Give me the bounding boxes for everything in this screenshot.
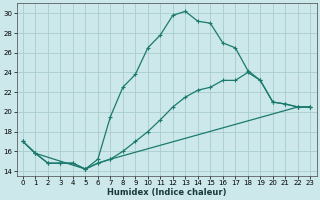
X-axis label: Humidex (Indice chaleur): Humidex (Indice chaleur) [107,188,226,197]
